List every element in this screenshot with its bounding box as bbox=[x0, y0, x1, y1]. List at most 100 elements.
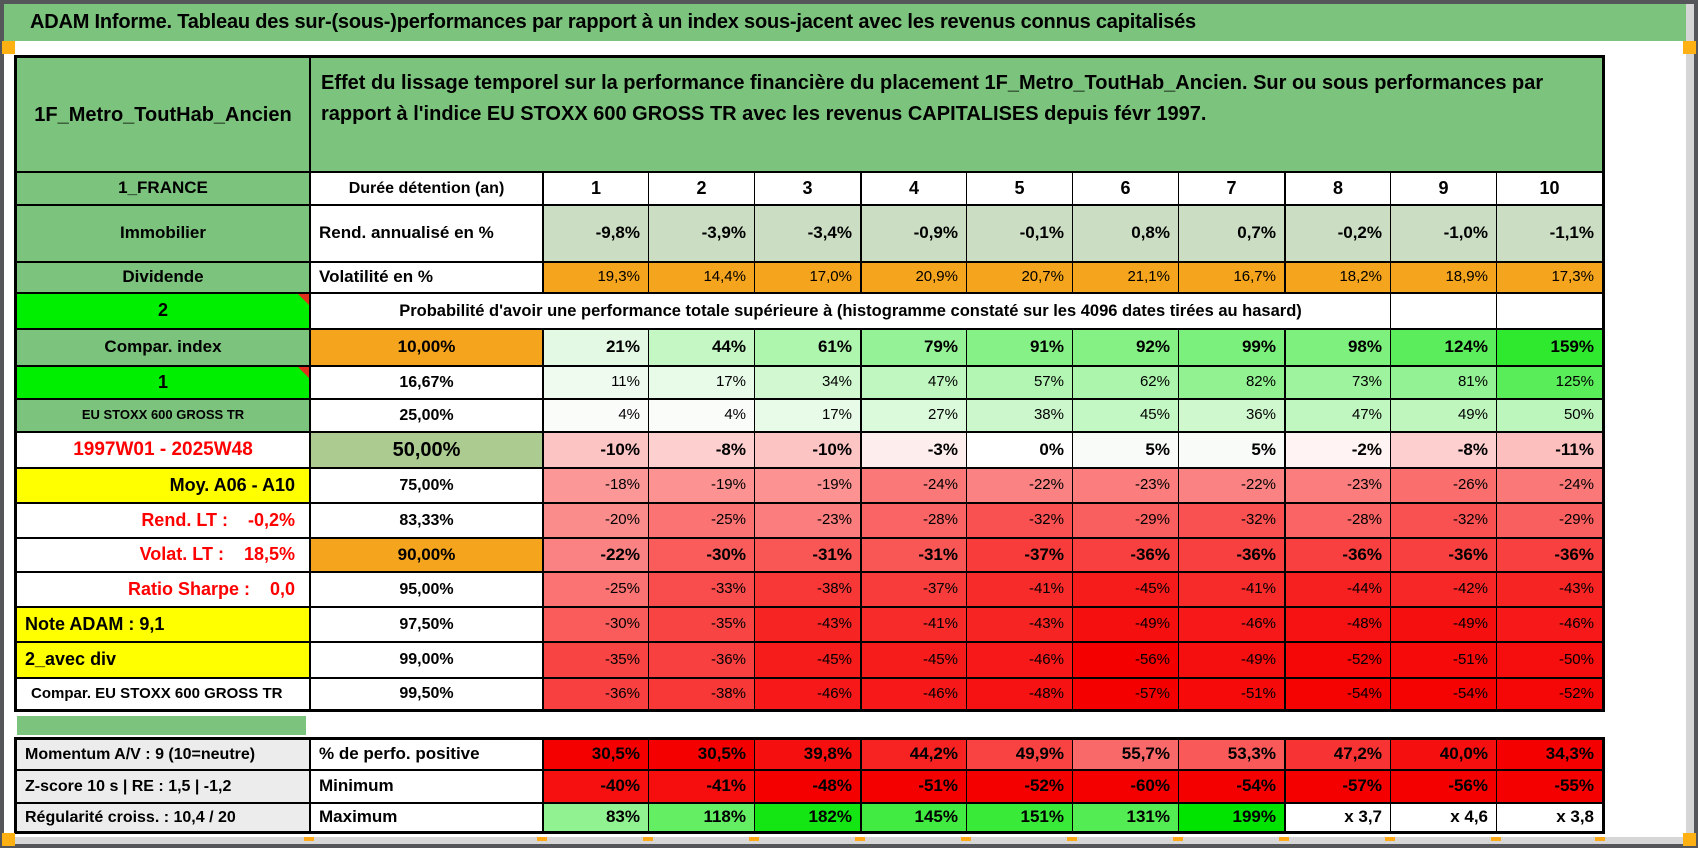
value-cell[interactable]: 81% bbox=[1390, 365, 1496, 398]
row-label-a[interactable]: 1 bbox=[17, 365, 309, 398]
value-cell[interactable]: 49% bbox=[1390, 398, 1496, 431]
value-cell[interactable]: -0,2% bbox=[1284, 204, 1390, 261]
value-cell[interactable]: -19% bbox=[648, 467, 754, 502]
spacer-cell[interactable] bbox=[17, 716, 306, 735]
row-label-b[interactable]: Durée détention (an) bbox=[309, 171, 542, 204]
value-cell[interactable]: 34,3% bbox=[1496, 740, 1602, 769]
value-cell[interactable]: -50% bbox=[1496, 641, 1602, 677]
value-cell[interactable]: -45% bbox=[860, 641, 966, 677]
value-cell[interactable]: 18,9% bbox=[1390, 261, 1496, 292]
value-cell[interactable]: -54% bbox=[1390, 677, 1496, 709]
value-cell[interactable]: -52% bbox=[1496, 677, 1602, 709]
value-cell[interactable]: 91% bbox=[966, 328, 1072, 365]
value-cell[interactable]: -8% bbox=[648, 431, 754, 467]
value-cell[interactable]: 145% bbox=[860, 802, 966, 831]
row-label-a[interactable]: Immobilier bbox=[17, 204, 309, 261]
probability-header-cell[interactable]: Probabilité d'avoir une performance tota… bbox=[309, 292, 1390, 328]
column-header-cell[interactable]: 4 bbox=[860, 171, 966, 204]
value-cell[interactable]: 92% bbox=[1072, 328, 1178, 365]
value-cell[interactable]: -35% bbox=[542, 641, 648, 677]
value-cell[interactable]: 0% bbox=[966, 431, 1072, 467]
value-cell[interactable]: -46% bbox=[754, 677, 860, 709]
value-cell[interactable]: 17,3% bbox=[1496, 261, 1602, 292]
value-cell[interactable]: 30,5% bbox=[542, 740, 648, 769]
value-cell[interactable]: -19% bbox=[754, 467, 860, 502]
value-cell[interactable]: 4% bbox=[648, 398, 754, 431]
value-cell[interactable]: -25% bbox=[542, 571, 648, 606]
value-cell[interactable]: -36% bbox=[542, 677, 648, 709]
value-cell[interactable]: 19,3% bbox=[542, 261, 648, 292]
row-label-a[interactable]: Momentum A/V : 9 (10=neutre) bbox=[17, 740, 309, 769]
value-cell[interactable]: 11% bbox=[542, 365, 648, 398]
value-cell[interactable]: -28% bbox=[1284, 502, 1390, 537]
value-cell[interactable]: -43% bbox=[754, 606, 860, 641]
value-cell[interactable]: -26% bbox=[1390, 467, 1496, 502]
value-cell[interactable]: -0,1% bbox=[966, 204, 1072, 261]
value-cell[interactable]: -45% bbox=[754, 641, 860, 677]
value-cell[interactable]: -33% bbox=[648, 571, 754, 606]
column-header-cell[interactable]: 10 bbox=[1496, 171, 1602, 204]
value-cell[interactable]: -25% bbox=[648, 502, 754, 537]
value-cell[interactable]: -56% bbox=[1072, 641, 1178, 677]
value-cell[interactable]: 62% bbox=[1072, 365, 1178, 398]
value-cell[interactable]: -42% bbox=[1390, 571, 1496, 606]
row-label-a[interactable]: Régularité croiss. : 10,4 / 20 bbox=[17, 802, 309, 831]
value-cell[interactable]: 99% bbox=[1178, 328, 1284, 365]
column-header-cell[interactable]: 8 bbox=[1284, 171, 1390, 204]
value-cell[interactable]: -36% bbox=[1284, 537, 1390, 571]
value-cell[interactable]: -22% bbox=[542, 537, 648, 571]
value-cell[interactable]: -11% bbox=[1496, 431, 1602, 467]
value-cell[interactable]: -28% bbox=[860, 502, 966, 537]
value-cell[interactable]: -23% bbox=[1072, 467, 1178, 502]
value-cell[interactable]: 182% bbox=[754, 802, 860, 831]
asset-name-cell[interactable]: 1F_Metro_ToutHab_Ancien bbox=[17, 58, 309, 171]
value-cell[interactable]: -32% bbox=[1178, 502, 1284, 537]
row-label-a[interactable]: Compar. index bbox=[17, 328, 309, 365]
value-cell[interactable]: -32% bbox=[966, 502, 1072, 537]
value-cell[interactable]: -43% bbox=[966, 606, 1072, 641]
value-cell[interactable]: -24% bbox=[860, 467, 966, 502]
value-cell[interactable]: -24% bbox=[1496, 467, 1602, 502]
row-label-b[interactable]: 50,00% bbox=[309, 431, 542, 467]
value-cell[interactable]: 49,9% bbox=[966, 740, 1072, 769]
value-cell[interactable]: -41% bbox=[1178, 571, 1284, 606]
value-cell[interactable]: -41% bbox=[966, 571, 1072, 606]
row-label-b[interactable]: Minimum bbox=[309, 769, 542, 802]
row-label-a[interactable]: 1997W01 - 2025W48 bbox=[17, 431, 309, 467]
value-cell[interactable]: -48% bbox=[754, 769, 860, 802]
value-cell[interactable]: -1,1% bbox=[1496, 204, 1602, 261]
value-cell[interactable]: -51% bbox=[1178, 677, 1284, 709]
value-cell[interactable]: 118% bbox=[648, 802, 754, 831]
value-cell[interactable]: 159% bbox=[1496, 328, 1602, 365]
value-cell[interactable]: -23% bbox=[754, 502, 860, 537]
value-cell[interactable]: 0,7% bbox=[1178, 204, 1284, 261]
value-cell[interactable]: 83% bbox=[542, 802, 648, 831]
value-cell[interactable]: -52% bbox=[1284, 641, 1390, 677]
value-cell[interactable]: 47% bbox=[860, 365, 966, 398]
value-cell[interactable]: 0,8% bbox=[1072, 204, 1178, 261]
value-cell[interactable]: x 3,7 bbox=[1284, 802, 1390, 831]
column-header-cell[interactable]: 9 bbox=[1390, 171, 1496, 204]
value-cell[interactable]: -49% bbox=[1178, 641, 1284, 677]
value-cell[interactable]: 61% bbox=[754, 328, 860, 365]
value-cell[interactable]: -22% bbox=[966, 467, 1072, 502]
value-cell[interactable]: -1,0% bbox=[1390, 204, 1496, 261]
row-label-b[interactable]: Volatilité en % bbox=[309, 261, 542, 292]
value-cell[interactable]: -8% bbox=[1390, 431, 1496, 467]
row-label-b[interactable]: 95,00% bbox=[309, 571, 542, 606]
value-cell[interactable]: -23% bbox=[1284, 467, 1390, 502]
value-cell[interactable]: -48% bbox=[966, 677, 1072, 709]
value-cell[interactable]: 14,4% bbox=[648, 261, 754, 292]
value-cell[interactable]: -55% bbox=[1496, 769, 1602, 802]
value-cell[interactable]: 16,7% bbox=[1178, 261, 1284, 292]
row-label-a[interactable]: 2_avec div bbox=[17, 641, 309, 677]
value-cell[interactable]: 47,2% bbox=[1284, 740, 1390, 769]
column-header-cell[interactable]: 2 bbox=[648, 171, 754, 204]
value-cell[interactable]: -40% bbox=[542, 769, 648, 802]
value-cell[interactable]: -51% bbox=[1390, 641, 1496, 677]
value-cell[interactable]: -36% bbox=[1072, 537, 1178, 571]
value-cell[interactable]: 44,2% bbox=[860, 740, 966, 769]
value-cell[interactable]: 57% bbox=[966, 365, 1072, 398]
value-cell[interactable]: 21,1% bbox=[1072, 261, 1178, 292]
value-cell[interactable]: 27% bbox=[860, 398, 966, 431]
